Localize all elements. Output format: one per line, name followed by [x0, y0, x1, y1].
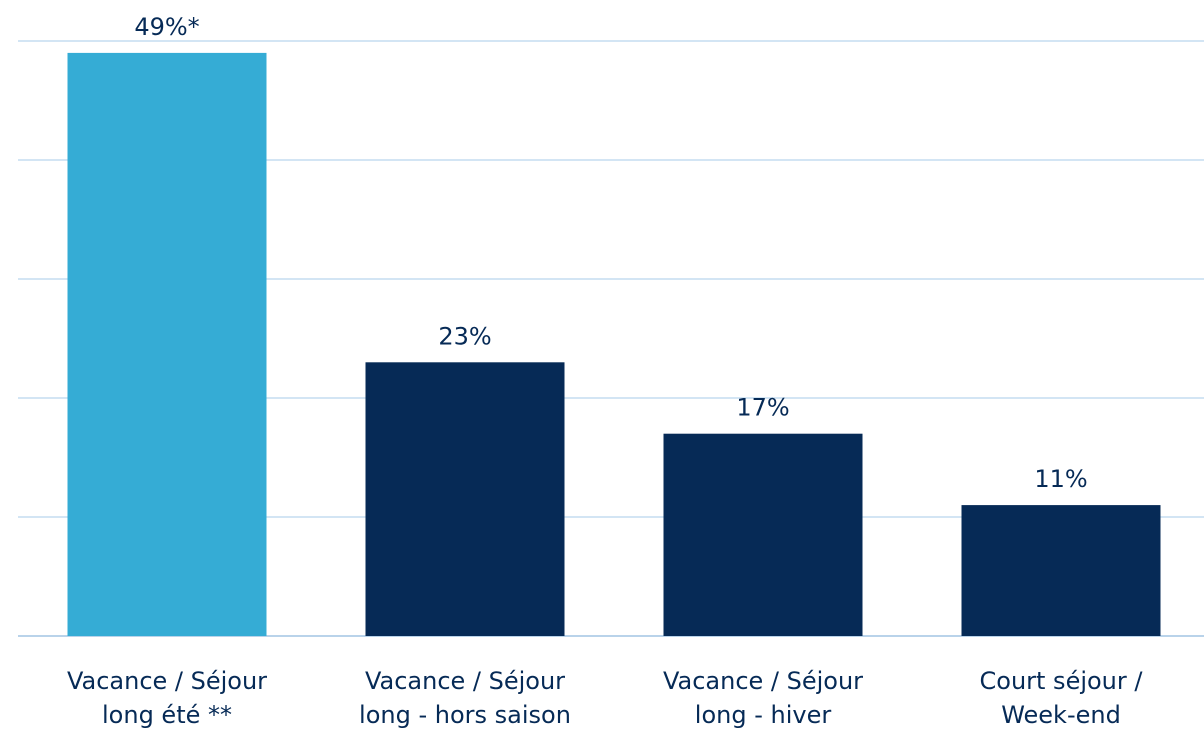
value-label: 11%	[1034, 465, 1087, 493]
x-tick-label: Vacance / Séjour long - hors saison	[359, 667, 571, 729]
bar	[663, 433, 863, 636]
value-label: 17%	[736, 394, 789, 422]
bar	[365, 362, 565, 636]
value-label: 49%*	[134, 13, 199, 41]
bar	[961, 505, 1161, 636]
bar	[67, 52, 267, 636]
value-label: 23%	[438, 322, 491, 350]
x-tick-label: Court séjour / Week-end	[979, 667, 1143, 729]
x-tick-label: Vacance / Séjour long - hiver	[662, 667, 864, 729]
x-tick-label: Vacance / Séjour long été **	[66, 667, 268, 729]
